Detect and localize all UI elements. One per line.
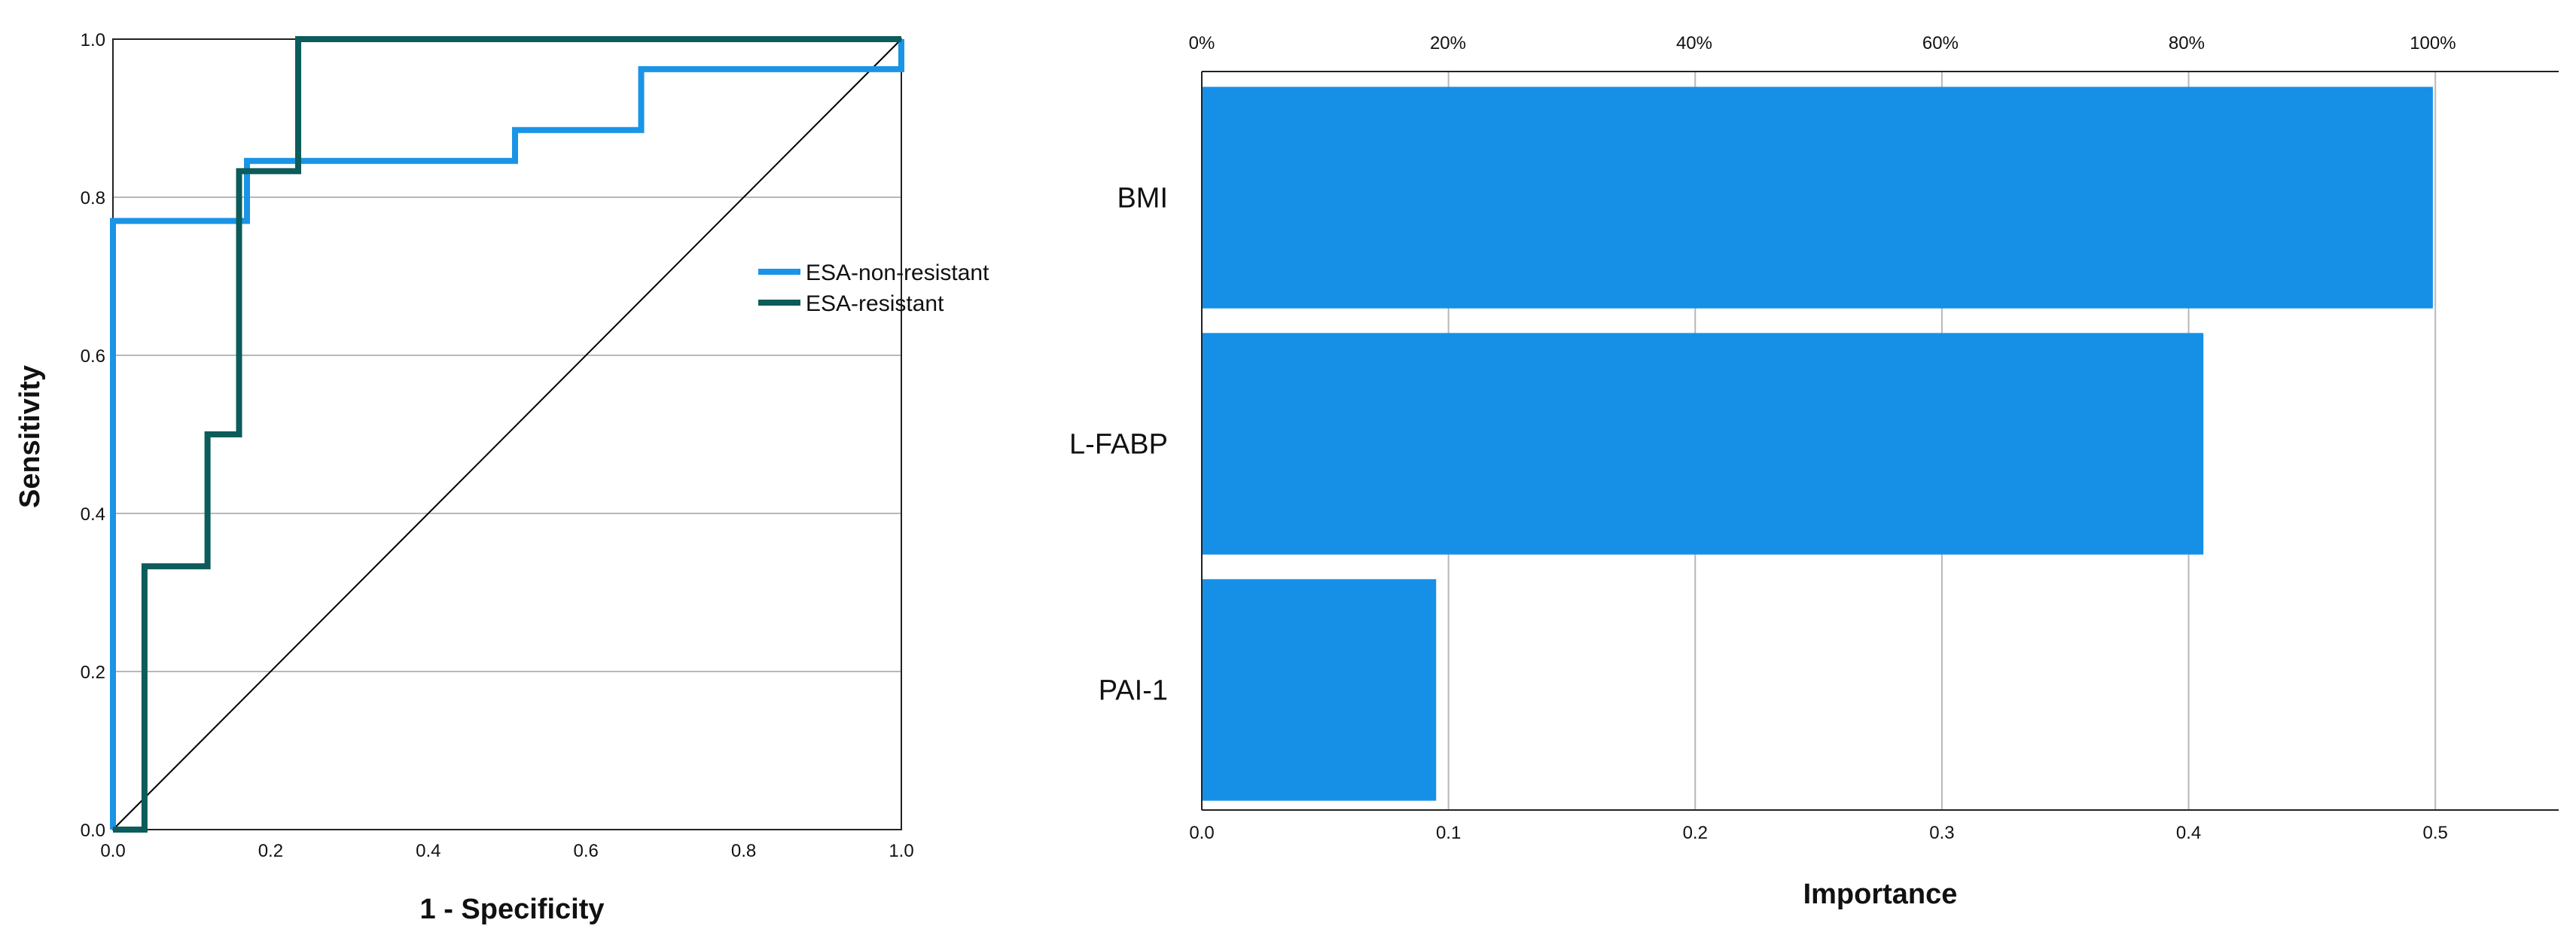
importance-top-tick-label: 60% <box>1922 33 1959 53</box>
roc-x-tick-label: 0.2 <box>258 841 283 861</box>
roc-legend: ESA-non-resistant ESA-resistant <box>758 260 989 316</box>
importance-bars <box>1202 87 2433 801</box>
roc-y-tick-label: 0.4 <box>81 504 105 525</box>
importance-bottom-tick-label: 0.0 <box>1189 823 1214 843</box>
importance-axes <box>1201 71 2559 811</box>
importance-top-tick-label: 100% <box>2410 33 2456 53</box>
importance-category-label: PAI-1 <box>1099 675 1168 707</box>
importance-bar-pai-1 <box>1202 579 1437 801</box>
importance-top-ticks: 0% 20% 40% 60% 80% 100% <box>1189 33 2456 53</box>
importance-category-labels: BMI L-FABP PAI-1 <box>1069 183 1168 707</box>
roc-series-line-esa-resistant <box>113 36 901 833</box>
roc-y-axis-title: Sensitivity <box>14 365 46 508</box>
roc-chart: 0.0 0.2 0.4 0.6 0.8 1.0 0.0 0.2 0.4 0.6 0.8 1.0 1 … <box>14 30 989 925</box>
roc-x-tick-label: 0.4 <box>416 841 441 861</box>
roc-x-tick-label: 0.8 <box>731 841 756 861</box>
importance-bottom-tick-label: 0.4 <box>2176 823 2201 843</box>
importance-category-label: L-FABP <box>1069 429 1168 461</box>
importance-bottom-tick-label: 0.2 <box>1683 823 1708 843</box>
importance-bar-l-fabp <box>1202 333 2204 555</box>
roc-x-tick-label: 1.0 <box>889 841 913 861</box>
roc-y-tick-label: 0.8 <box>81 188 105 209</box>
importance-top-tick-label: 20% <box>1430 33 1466 53</box>
importance-bar-bmi <box>1202 87 2433 309</box>
roc-x-axis-title: 1 - Specificity <box>420 894 605 925</box>
importance-top-tick-label: 80% <box>2169 33 2205 53</box>
roc-x-ticks: 0.0 0.2 0.4 0.6 0.8 1.0 <box>100 841 913 861</box>
roc-curves <box>110 36 904 833</box>
roc-y-ticks: 0.0 0.2 0.4 0.6 0.8 1.0 <box>81 30 105 841</box>
roc-x-tick-label: 0.0 <box>100 841 125 861</box>
importance-x-axis-title: Importance <box>1803 879 1958 910</box>
importance-bottom-tick-label: 0.1 <box>1436 823 1461 843</box>
roc-reference-line <box>112 38 902 830</box>
roc-y-tick-label: 0.6 <box>81 346 105 367</box>
importance-top-tick-label: 0% <box>1189 33 1215 53</box>
importance-bottom-tick-label: 0.5 <box>2422 823 2447 843</box>
importance-chart: 0.0 0.1 0.2 0.3 0.4 0.5 0% 20% 40% 60% 80% 100% BM… <box>1069 33 2559 910</box>
roc-legend-label: ESA-non-resistant <box>806 260 989 285</box>
roc-y-tick-label: 1.0 <box>81 30 105 50</box>
importance-category-label: BMI <box>1117 183 1168 215</box>
importance-bottom-ticks: 0.0 0.1 0.2 0.3 0.4 0.5 <box>1189 823 2448 843</box>
roc-x-tick-label: 0.6 <box>574 841 599 861</box>
importance-bottom-tick-label: 0.3 <box>1929 823 1954 843</box>
roc-y-tick-label: 0.2 <box>81 662 105 683</box>
importance-top-tick-label: 40% <box>1676 33 1712 53</box>
roc-legend-label: ESA-resistant <box>806 291 944 316</box>
roc-y-tick-label: 0.0 <box>81 821 105 841</box>
roc-series-line-esa-non-resistant <box>110 39 904 830</box>
